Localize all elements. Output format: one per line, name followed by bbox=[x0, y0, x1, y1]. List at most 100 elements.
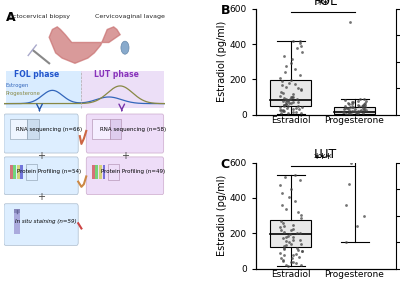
Point bbox=[357, 27, 363, 32]
Point bbox=[288, 77, 294, 82]
Point bbox=[277, 251, 283, 255]
Point bbox=[280, 258, 286, 263]
Y-axis label: Estradiol (pg/ml): Estradiol (pg/ml) bbox=[217, 175, 227, 256]
Point bbox=[342, 240, 349, 244]
Point bbox=[279, 79, 285, 84]
Text: ***: *** bbox=[313, 152, 332, 165]
Point bbox=[345, 150, 351, 154]
Point bbox=[351, 109, 357, 114]
Point bbox=[347, 105, 354, 109]
Point bbox=[290, 227, 296, 231]
Point bbox=[289, 57, 295, 61]
Bar bbox=[14, 209, 20, 213]
Point bbox=[352, 110, 359, 114]
Point bbox=[284, 98, 291, 103]
Point bbox=[360, 134, 366, 138]
Point bbox=[280, 103, 287, 108]
Text: C: C bbox=[221, 158, 230, 171]
Point bbox=[280, 257, 286, 262]
Point bbox=[290, 223, 296, 228]
Point bbox=[278, 83, 285, 87]
Point bbox=[347, 160, 354, 165]
Point bbox=[297, 41, 303, 45]
FancyBboxPatch shape bbox=[82, 71, 164, 108]
Point bbox=[281, 224, 287, 229]
Point bbox=[295, 86, 301, 90]
Text: LUT phase: LUT phase bbox=[94, 70, 139, 79]
Point bbox=[279, 99, 286, 103]
Point bbox=[352, 110, 359, 114]
Point bbox=[277, 182, 283, 187]
Point bbox=[354, 103, 361, 107]
Point bbox=[290, 99, 296, 104]
Point bbox=[347, 20, 353, 24]
Text: Progesterone: Progesterone bbox=[6, 90, 40, 95]
Point bbox=[277, 105, 283, 110]
Point bbox=[280, 102, 287, 107]
Point bbox=[283, 242, 290, 247]
Text: RNA sequencing (n=58): RNA sequencing (n=58) bbox=[100, 127, 166, 132]
Point bbox=[292, 106, 299, 110]
Point bbox=[350, 100, 356, 104]
Point bbox=[297, 73, 304, 77]
Point bbox=[283, 235, 289, 239]
Point bbox=[297, 38, 304, 43]
Point bbox=[288, 95, 294, 100]
Point bbox=[296, 254, 302, 259]
Point bbox=[286, 195, 293, 199]
Point bbox=[361, 108, 367, 112]
Point bbox=[283, 84, 290, 89]
Point bbox=[283, 101, 290, 106]
Point bbox=[280, 252, 287, 257]
Point bbox=[287, 232, 293, 237]
Point bbox=[346, 107, 352, 112]
Point bbox=[288, 241, 294, 246]
Point bbox=[349, 81, 356, 85]
Point bbox=[284, 105, 290, 110]
Point bbox=[281, 109, 287, 114]
Text: Estrogen: Estrogen bbox=[6, 83, 29, 88]
Point bbox=[355, 110, 362, 115]
Point bbox=[290, 260, 296, 264]
Text: In situ staining (n=59): In situ staining (n=59) bbox=[15, 219, 77, 224]
Point bbox=[298, 87, 305, 92]
Point bbox=[342, 106, 349, 110]
Point bbox=[290, 39, 296, 44]
Point bbox=[280, 108, 286, 113]
Point bbox=[360, 97, 367, 101]
Text: A: A bbox=[6, 11, 15, 24]
Bar bbox=[102, 165, 106, 179]
FancyBboxPatch shape bbox=[110, 119, 121, 139]
Point bbox=[344, 105, 350, 110]
Point bbox=[357, 97, 363, 102]
Point bbox=[297, 231, 304, 236]
Title: FOL: FOL bbox=[314, 0, 338, 8]
Point bbox=[297, 178, 304, 183]
Point bbox=[278, 111, 284, 115]
Point bbox=[293, 110, 299, 114]
Point bbox=[281, 96, 287, 100]
Polygon shape bbox=[49, 27, 120, 63]
Bar bbox=[13, 165, 16, 179]
Text: +: + bbox=[37, 192, 45, 202]
Point bbox=[281, 229, 287, 234]
Y-axis label: Estradiol (pg/ml): Estradiol (pg/ml) bbox=[217, 21, 227, 102]
Text: +: + bbox=[37, 151, 45, 161]
Point bbox=[290, 95, 296, 99]
Point bbox=[291, 173, 298, 177]
Point bbox=[355, 107, 362, 112]
Point bbox=[280, 244, 287, 249]
Point bbox=[360, 106, 366, 111]
Text: Protein Profiling (n=49): Protein Profiling (n=49) bbox=[101, 169, 165, 174]
Text: FOL phase: FOL phase bbox=[14, 70, 59, 79]
Point bbox=[363, 12, 369, 16]
Point bbox=[355, 103, 362, 108]
Point bbox=[294, 46, 300, 51]
Point bbox=[295, 104, 302, 109]
FancyBboxPatch shape bbox=[4, 204, 78, 245]
Point bbox=[342, 112, 349, 117]
Point bbox=[349, 99, 356, 104]
Point bbox=[287, 97, 293, 101]
Point bbox=[282, 70, 288, 75]
Point bbox=[295, 100, 302, 105]
